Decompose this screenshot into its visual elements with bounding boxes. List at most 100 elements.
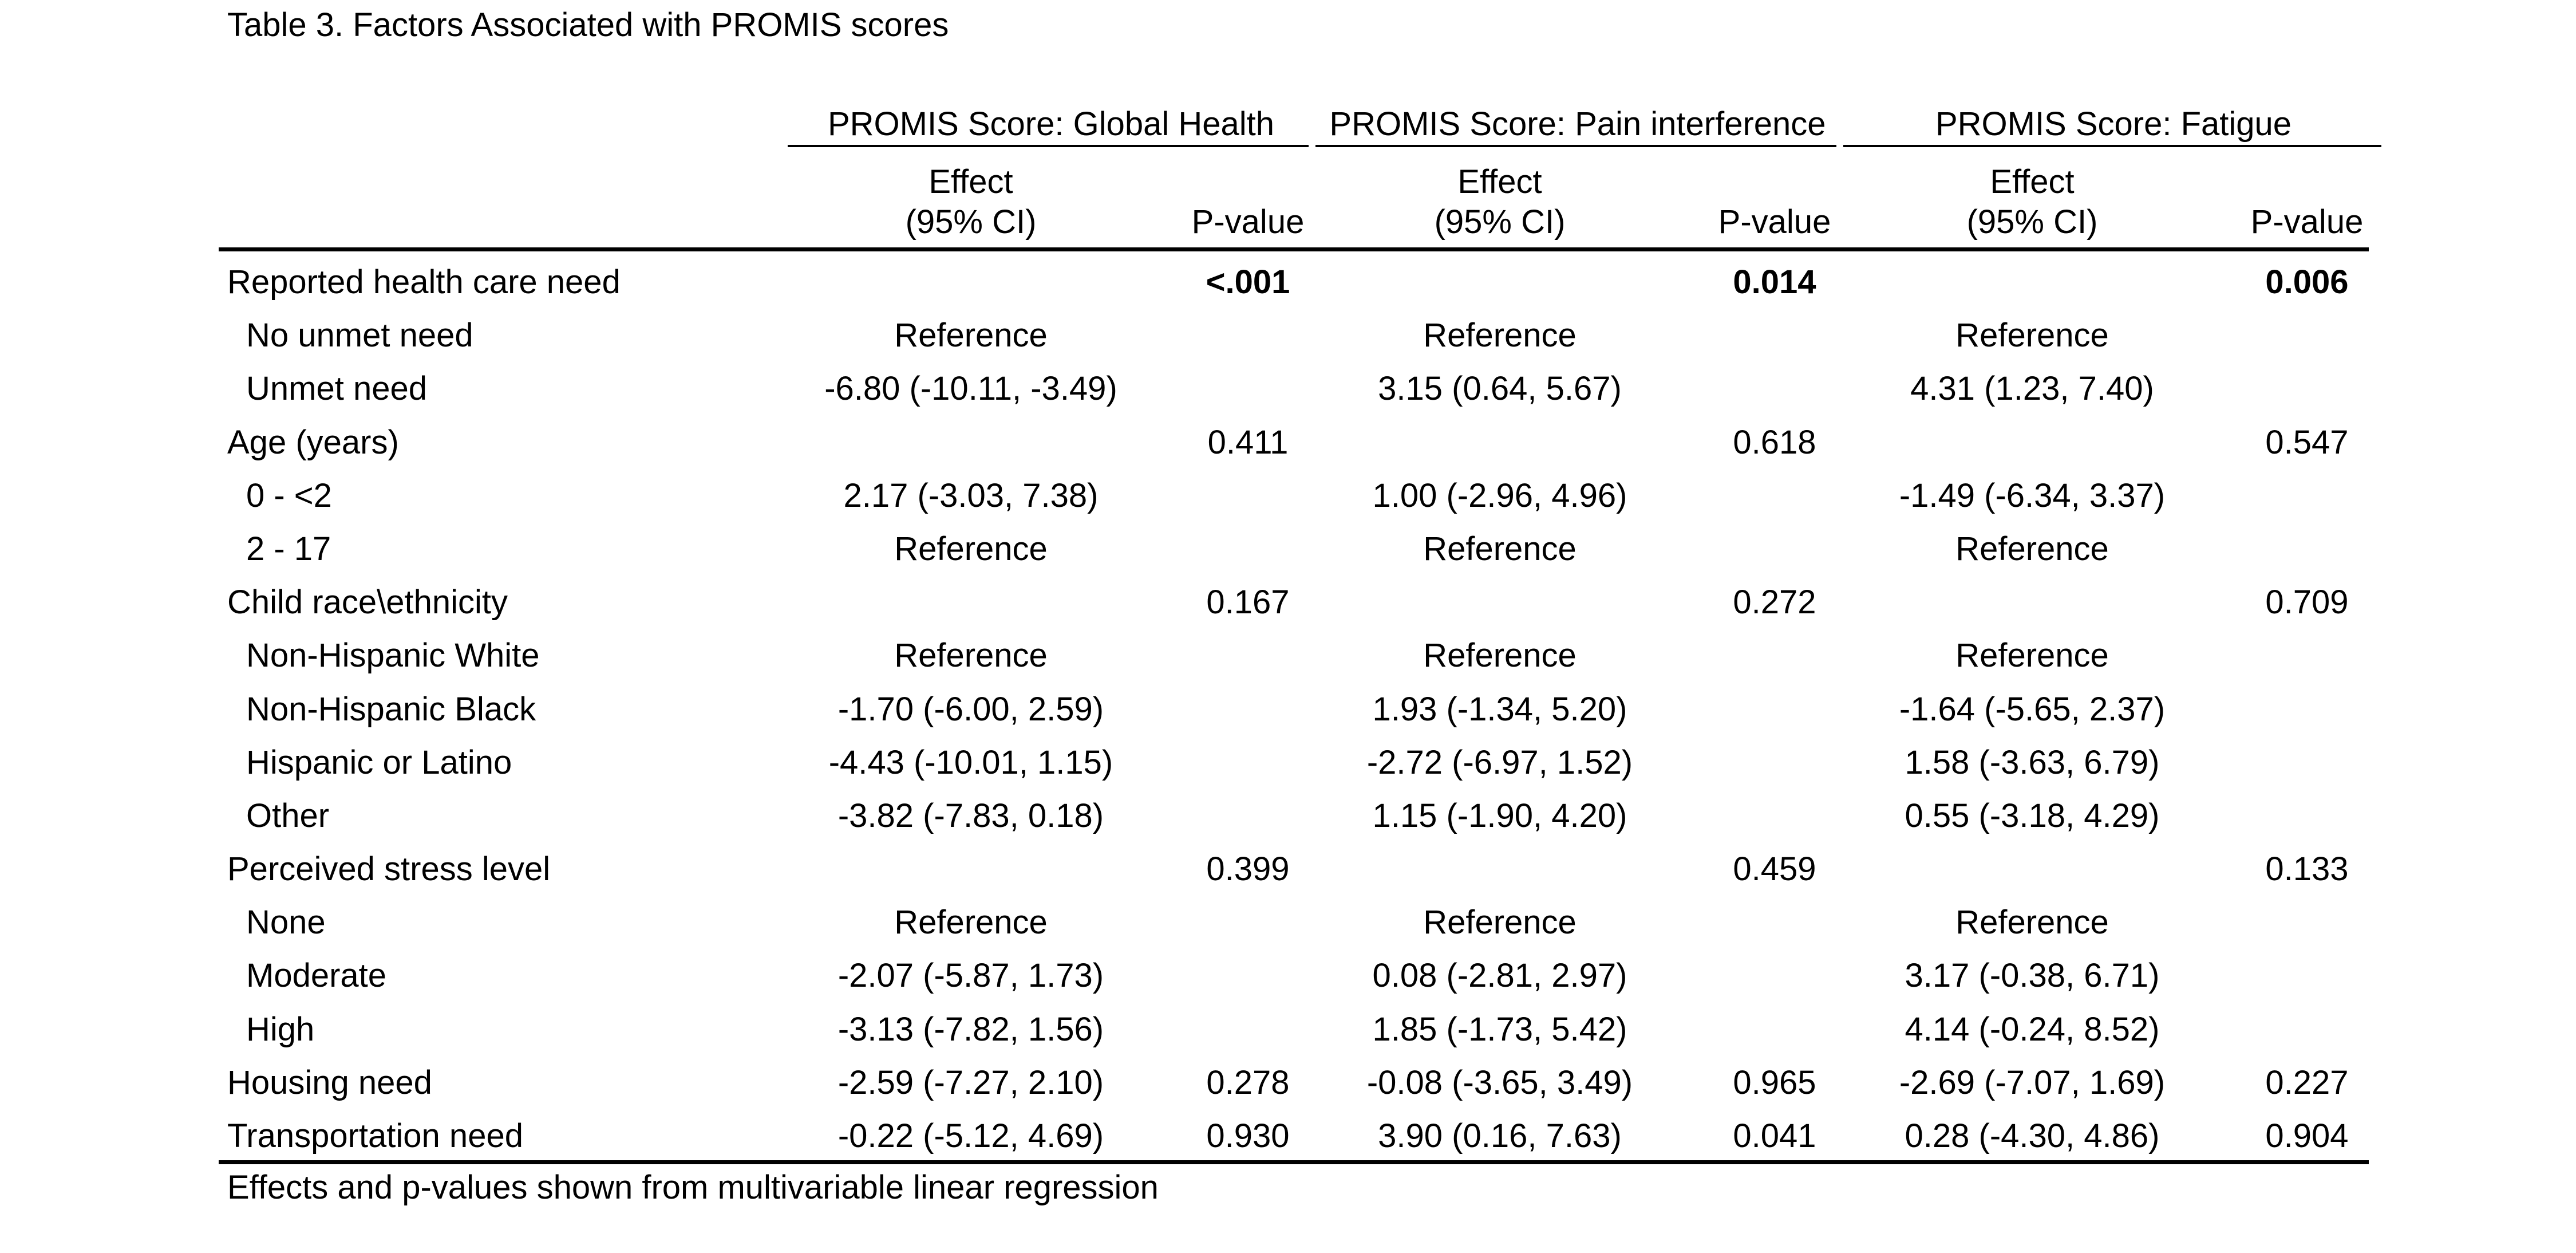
effect-global-health: -3.13 (-7.82, 1.56): [837, 1010, 1104, 1048]
effect-pain-interference: 0.08 (-2.81, 2.97): [1372, 957, 1627, 995]
effect-fatigue: 4.31 (1.23, 7.40): [1910, 370, 2154, 408]
bottom-rule: [219, 1160, 2369, 1164]
table-caption: Table 3. Factors Associated with PROMIS …: [227, 6, 949, 44]
pvalue-fatigue: 0.133: [2265, 850, 2349, 888]
effect-fatigue: Reference: [1955, 530, 2109, 568]
table-row: Child race\ethnicity 0.167 0.272 0.709: [0, 576, 2576, 629]
effect-pain-interference: -0.08 (-3.65, 3.49): [1366, 1063, 1633, 1101]
table-row: Reported health care need <.001 0.014 0.006: [0, 255, 2576, 309]
effect-pain-interference: 3.90 (0.16, 7.63): [1378, 1117, 1622, 1155]
pvalue-global-health: 0.278: [1206, 1063, 1290, 1101]
row-label: Transportation need: [227, 1117, 523, 1155]
row-label: Unmet need: [246, 370, 427, 408]
effect-global-health: -0.22 (-5.12, 4.69): [837, 1117, 1104, 1155]
row-label: Child race\ethnicity: [227, 584, 508, 621]
pvalue-fatigue: 0.227: [2265, 1063, 2349, 1101]
effect-global-health: Reference: [894, 637, 1048, 675]
effect-pain-interference: -2.72 (-6.97, 1.52): [1366, 743, 1633, 781]
effect-global-health: -1.70 (-6.00, 2.59): [837, 690, 1104, 728]
effect-pain-interference: Reference: [1423, 317, 1577, 354]
effect-fatigue: 3.17 (-0.38, 6.71): [1905, 957, 2160, 995]
effect-global-health: Reference: [894, 904, 1048, 941]
table-row: High -3.13 (-7.82, 1.56) 1.85 (-1.73, 5.42…: [0, 1003, 2576, 1056]
row-label: High: [246, 1010, 315, 1048]
effect-pain-interference: 1.00 (-2.96, 4.96): [1372, 476, 1627, 514]
row-label: Non-Hispanic White: [246, 637, 540, 675]
effect-header-1-line2: (95% CI): [905, 203, 1037, 241]
effect-fatigue: 4.14 (-0.24, 8.52): [1905, 1010, 2160, 1048]
effect-header-3: Effect (95% CI): [1849, 162, 2215, 242]
pvalue-header-1: P-value: [1191, 203, 1305, 241]
pvalue-pain-interference: 0.965: [1733, 1063, 1816, 1101]
table-body: Reported health care need <.001 0.014 0.006…: [0, 255, 2576, 1163]
table-row: 0 - <2 2.17 (-3.03, 7.38) 1.00 (-2.96, 4.9…: [0, 469, 2576, 522]
effect-pain-interference: Reference: [1423, 637, 1577, 675]
effect-pain-interference: Reference: [1423, 530, 1577, 568]
effect-fatigue: Reference: [1955, 904, 2109, 941]
effect-global-health: Reference: [894, 317, 1048, 354]
pvalue-global-health: 0.167: [1206, 584, 1290, 621]
pvalue-fatigue: 0.006: [2265, 263, 2349, 301]
pvalue-global-health: 0.399: [1206, 850, 1290, 888]
effect-fatigue: Reference: [1955, 637, 2109, 675]
pvalue-pain-interference: 0.459: [1733, 850, 1816, 888]
pvalue-fatigue: 0.547: [2265, 423, 2349, 461]
row-label: None: [246, 904, 326, 941]
table-row: 2 - 17 Reference Reference Reference: [0, 522, 2576, 576]
effect-pain-interference: 3.15 (0.64, 5.67): [1378, 370, 1622, 408]
effect-global-health: -3.82 (-7.83, 0.18): [837, 797, 1104, 834]
pvalue-pain-interference: 0.272: [1733, 584, 1816, 621]
table-footnote: Effects and p-values shown from multivar…: [227, 1169, 1159, 1206]
table-row: Other -3.82 (-7.83, 0.18) 1.15 (-1.90, 4.2…: [0, 789, 2576, 842]
effect-fatigue: 0.55 (-3.18, 4.29): [1905, 797, 2160, 834]
row-label: 2 - 17: [246, 530, 331, 568]
row-label: Other: [246, 797, 330, 834]
group-underline-global-health: [788, 145, 1309, 147]
effect-global-health: -2.59 (-7.27, 2.10): [837, 1063, 1104, 1101]
pvalue-fatigue: 0.904: [2265, 1117, 2349, 1155]
group-header-fatigue: PROMIS Score: Fatigue: [1935, 105, 2292, 143]
group-header-pain-interference: PROMIS Score: Pain interference: [1329, 105, 1826, 143]
effect-header-2: Effect (95% CI): [1317, 162, 1683, 242]
effect-fatigue: -2.69 (-7.07, 1.69): [1899, 1063, 2166, 1101]
effect-pain-interference: 1.93 (-1.34, 5.20): [1372, 690, 1627, 728]
row-label: Housing need: [227, 1063, 432, 1101]
effect-pain-interference: 1.85 (-1.73, 5.42): [1372, 1010, 1627, 1048]
table-row: Housing need -2.59 (-7.27, 2.10) 0.278 -0.0…: [0, 1056, 2576, 1109]
pvalue-pain-interference: 0.014: [1733, 263, 1816, 301]
effect-fatigue: -1.49 (-6.34, 3.37): [1899, 476, 2166, 514]
effect-header-3-line2: (95% CI): [1966, 203, 2098, 241]
table-row: No unmet need Reference Reference Reference: [0, 309, 2576, 362]
pvalue-header-2: P-value: [1718, 203, 1831, 241]
row-label: No unmet need: [246, 317, 473, 354]
effect-fatigue: 0.28 (-4.30, 4.86): [1905, 1117, 2160, 1155]
effect-global-health: -2.07 (-5.87, 1.73): [837, 957, 1104, 995]
effect-fatigue: Reference: [1955, 317, 2109, 354]
effect-header-2-line2: (95% CI): [1434, 203, 1566, 241]
table-row: Age (years) 0.411 0.618 0.547: [0, 416, 2576, 469]
table-row: Non-Hispanic Black -1.70 (-6.00, 2.59) 1.9…: [0, 683, 2576, 736]
pvalue-fatigue: 0.709: [2265, 584, 2349, 621]
table-row: Transportation need -0.22 (-5.12, 4.69) 0.…: [0, 1109, 2576, 1163]
effect-header-1: Effect (95% CI): [788, 162, 1154, 242]
pvalue-pain-interference: 0.041: [1733, 1117, 1816, 1155]
pvalue-header-3: P-value: [2250, 203, 2364, 241]
row-label: Perceived stress level: [227, 850, 551, 888]
group-header-global-health: PROMIS Score: Global Health: [827, 105, 1275, 143]
pvalue-global-health: 0.930: [1206, 1117, 1290, 1155]
table-row: Perceived stress level 0.399 0.459 0.133: [0, 842, 2576, 896]
effect-global-health: -4.43 (-10.01, 1.15): [828, 743, 1113, 781]
row-label: Non-Hispanic Black: [246, 690, 536, 728]
header-rule: [219, 247, 2369, 251]
table-row: Unmet need -6.80 (-10.11, -3.49) 3.15 (0.6…: [0, 362, 2576, 415]
effect-global-health: 2.17 (-3.03, 7.38): [843, 476, 1099, 514]
table-row: Moderate -2.07 (-5.87, 1.73) 0.08 (-2.81, …: [0, 949, 2576, 1002]
effect-global-health: -6.80 (-10.11, -3.49): [824, 370, 1117, 408]
table-row: None Reference Reference Reference: [0, 896, 2576, 949]
table-row: Non-Hispanic White Reference Reference Refe…: [0, 629, 2576, 682]
effect-fatigue: 1.58 (-3.63, 6.79): [1905, 743, 2160, 781]
effect-header-1-line1: Effect: [929, 163, 1013, 200]
pvalue-global-health: 0.411: [1207, 423, 1289, 461]
table-row: Hispanic or Latino -4.43 (-10.01, 1.15) -2…: [0, 736, 2576, 789]
effect-global-health: Reference: [894, 530, 1048, 568]
